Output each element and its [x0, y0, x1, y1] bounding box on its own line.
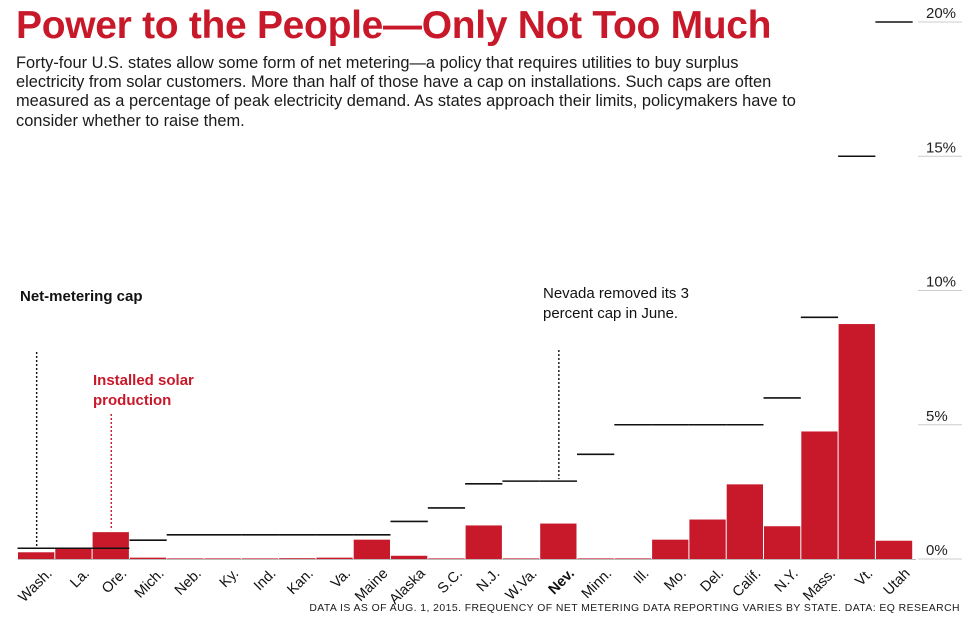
- x-tick-label: Mo.: [661, 566, 689, 594]
- solar-bar: [316, 557, 353, 559]
- y-tick-label: 0%: [926, 542, 948, 559]
- x-tick-label: Va.: [328, 566, 354, 592]
- solar-bar: [540, 523, 577, 559]
- x-tick-label: La.: [67, 566, 93, 592]
- solar-bar: [465, 525, 502, 559]
- x-tick-label: Alaska: [387, 565, 430, 608]
- x-tick-label: N.J.: [474, 566, 504, 596]
- x-tick-label: Calif.: [730, 566, 765, 601]
- x-tick-label: Mich.: [132, 566, 168, 602]
- x-tick-label: Minn.: [579, 566, 615, 602]
- solar-bar: [764, 526, 801, 559]
- x-tick-label: Ore.: [99, 566, 130, 597]
- y-tick-label: 15%: [926, 139, 956, 156]
- solar-bar: [391, 555, 428, 559]
- x-tick-label: Ky.: [217, 566, 242, 591]
- chart-subtitle: Forty-four U.S. states allow some form o…: [16, 54, 796, 130]
- x-tick-label: Kan.: [284, 566, 316, 598]
- x-tick-label: Del.: [698, 566, 728, 596]
- solar-bar: [167, 558, 204, 559]
- solar-bar: [801, 431, 838, 559]
- x-tick-label: Nev.: [546, 566, 578, 598]
- x-tick-label: Maine: [352, 566, 391, 605]
- solar-bar: [689, 519, 726, 559]
- x-tick-label: Ind.: [251, 566, 279, 594]
- y-tick-label: 10%: [926, 274, 956, 291]
- solar-bar: [204, 558, 241, 559]
- footnote: DATA IS AS OF AUG. 1, 2015. FREQUENCY OF…: [309, 603, 960, 614]
- solar-bar: [241, 558, 279, 559]
- solar-bar: [652, 539, 689, 559]
- solar-bar: [577, 558, 614, 559]
- x-tick-label: Vt.: [852, 566, 876, 590]
- solar-bar: [726, 484, 763, 559]
- x-tick-label: Wash.: [16, 566, 56, 606]
- x-tick-label: Utah: [881, 566, 914, 599]
- x-tick-label: Mass.: [800, 566, 839, 605]
- solar-bar: [614, 558, 652, 559]
- x-tick-label: N.Y.: [772, 566, 802, 596]
- y-tick-label: 20%: [926, 5, 956, 22]
- chart-title: Power to the People—Only Not Too Much: [16, 4, 772, 47]
- solar-bar: [838, 324, 875, 559]
- solar-bar: [875, 540, 913, 559]
- solar-bar: [279, 558, 316, 559]
- installed-solar-label: Installed solar production: [93, 372, 194, 409]
- solar-bar: [129, 557, 167, 559]
- x-tick-label: Neb.: [172, 566, 205, 599]
- solar-bar: [502, 558, 540, 559]
- net-metering-cap-label: Net-metering cap: [20, 288, 143, 305]
- solar-bar: [92, 532, 129, 559]
- nevada-annotation: Nevada removed its 3 percent cap in June…: [543, 285, 689, 322]
- solar-bar: [428, 558, 465, 559]
- y-tick-label: 5%: [926, 408, 948, 425]
- x-tick-label: Ill.: [631, 566, 653, 588]
- solar-bar: [18, 552, 55, 559]
- x-tick-label: S.C.: [435, 566, 466, 597]
- x-tick-label: W.Va.: [503, 566, 541, 604]
- solar-bar: [55, 548, 92, 559]
- solar-bar: [353, 539, 390, 559]
